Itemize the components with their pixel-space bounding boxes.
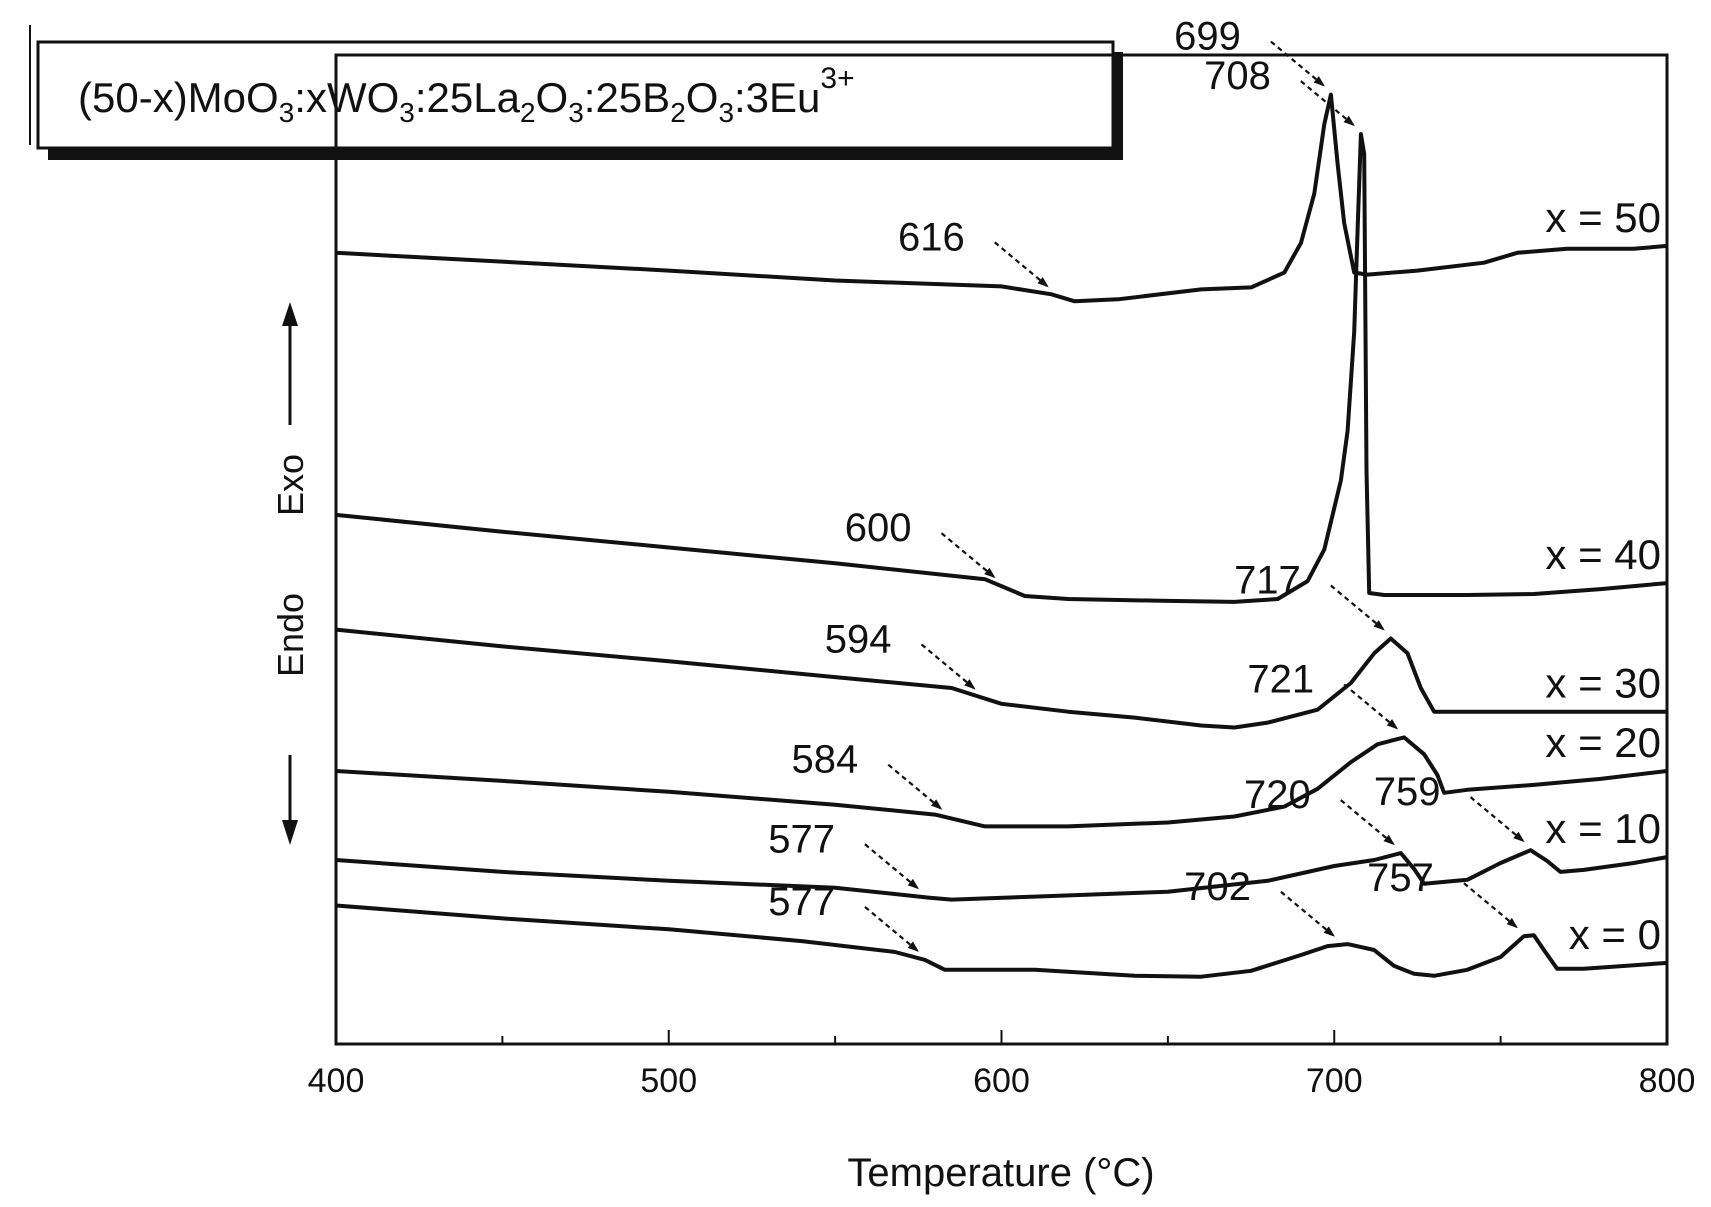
x-tick-label: 500 [640, 1062, 697, 1100]
peak-label: 702 [1184, 865, 1251, 909]
peak-arrow [1463, 882, 1519, 930]
dsc-curve [335, 627, 1667, 730]
peak-arrow [1469, 796, 1526, 844]
x-axis-label: Temperature (°C) [847, 1151, 1154, 1195]
title-part: :xWO [294, 74, 399, 121]
exo-label: Exo [270, 454, 311, 516]
peak-arrow-head [1383, 834, 1395, 846]
peak-arrow [1343, 683, 1399, 731]
title-part: 3 [718, 97, 734, 128]
title-box: (50-x)MoO3:xWO3:25La2O3:25B2O3:3Eu3+ [29, 25, 1123, 160]
title-part: (50-x)MoO [78, 74, 279, 121]
x-tick-labels: 400 500 600 700 800 [308, 1062, 1696, 1100]
peak-arrow [994, 241, 1050, 289]
peak-arrow [864, 843, 920, 891]
peak-label: 577 [768, 880, 835, 924]
peak-arrow-head [964, 679, 976, 690]
peak-arrow [1300, 80, 1356, 127]
peak-arrow [887, 763, 943, 811]
series-label: x = 20 [1545, 719, 1661, 766]
title-part: O [686, 74, 719, 121]
peak-arrow-head [907, 878, 919, 890]
peak-label: 721 [1247, 657, 1314, 701]
peak-label: 699 [1174, 15, 1241, 59]
peak-arrow-head [984, 567, 996, 579]
peak-label: 759 [1374, 770, 1441, 814]
series-group: x = 0 577 702 757 [335, 856, 1668, 979]
peak-arrow [1280, 890, 1336, 938]
dsc-curve [335, 903, 1668, 979]
title-part: :3Eu [734, 74, 820, 121]
series-group: x = 40 600 708 [335, 54, 1668, 604]
title-part: O [536, 74, 569, 121]
title-part: 3 [279, 97, 295, 128]
series-group: x = 50 616 699 [335, 15, 1668, 304]
series-label: x = 30 [1545, 660, 1661, 707]
peak-arrow-head [1313, 76, 1325, 87]
peak-label: 584 [792, 738, 859, 782]
dsc-curve [335, 132, 1668, 604]
dsc-curve [335, 92, 1668, 304]
title-part: 3 [399, 97, 415, 128]
peak-label: 577 [768, 817, 835, 861]
series-group: x = 30 594 717 [335, 559, 1667, 730]
peak-label: 720 [1244, 773, 1311, 817]
chart-title: (50-x)MoO3:xWO3:25La2O3:25B2O3:3Eu3+ [78, 62, 855, 128]
series-group: x = 20 584 721 [335, 657, 1668, 829]
plot-frame [334, 53, 1669, 1046]
peak-arrow-head [1343, 115, 1355, 127]
peak-arrow-head [930, 799, 943, 810]
peak-arrow [1340, 799, 1396, 846]
series-label: x = 40 [1545, 531, 1661, 578]
series-group: x = 10 577 720 759 [335, 770, 1668, 902]
series-label: x = 10 [1545, 805, 1661, 852]
peak-arrow [864, 906, 920, 953]
peak-arrow-head [1386, 719, 1399, 730]
peak-label: 757 [1367, 856, 1434, 900]
peak-arrow [1270, 40, 1326, 88]
peak-arrow-head [1323, 926, 1335, 937]
series-label: x = 50 [1545, 194, 1661, 241]
peak-arrow [1330, 584, 1386, 632]
series-label: x = 0 [1569, 911, 1661, 958]
endo-label: Endo [270, 593, 311, 677]
dsc-curve [335, 735, 1668, 829]
endo-exo-indicator: Exo Endo [270, 302, 311, 845]
dsc-curve [335, 848, 1668, 902]
x-tick-label: 700 [1306, 1062, 1363, 1100]
peak-arrow [920, 643, 977, 691]
peak-arrow-head [907, 941, 919, 952]
peak-label: 717 [1234, 559, 1301, 603]
title-part: 3+ [820, 62, 854, 95]
peak-label: 616 [898, 215, 965, 259]
title-part: :25La [415, 74, 521, 121]
peak-arrow [940, 532, 997, 580]
title-part: 3 [568, 97, 584, 128]
peak-arrow-head [1513, 831, 1525, 843]
title-part: :25B [584, 74, 670, 121]
peak-label: 594 [825, 617, 892, 661]
x-tick-label: 600 [973, 1062, 1030, 1100]
peak-arrow-head [1373, 620, 1385, 631]
exo-arrow-head [282, 302, 298, 326]
peak-label: 600 [845, 506, 912, 550]
peak-arrow-head [1037, 276, 1049, 288]
title-part: 2 [520, 97, 536, 128]
title-part: 2 [670, 97, 686, 128]
x-tick-label: 800 [1639, 1062, 1696, 1100]
endo-arrow-head [282, 820, 298, 845]
peak-label: 708 [1204, 54, 1271, 98]
x-axis [335, 1030, 1668, 1044]
x-tick-label: 400 [308, 1062, 365, 1100]
peak-arrow-head [1506, 917, 1518, 929]
